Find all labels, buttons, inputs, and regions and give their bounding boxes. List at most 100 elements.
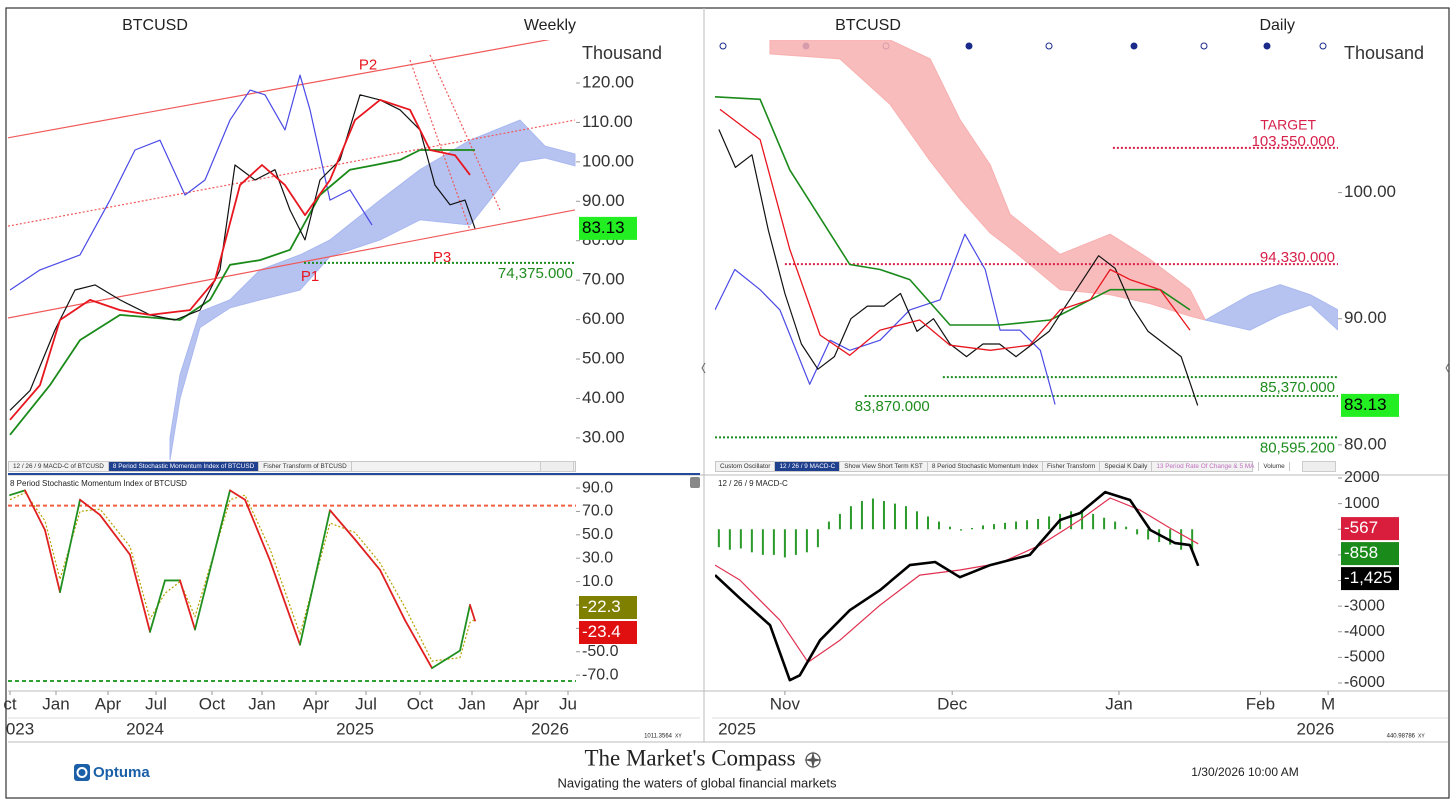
y-tick-label: 2000 [1344, 469, 1380, 486]
histogram-bar [728, 529, 731, 550]
histogram-bar [838, 513, 841, 530]
x-tick-label: Apr [513, 694, 540, 713]
xy-label: XY [1418, 733, 1425, 739]
line-segment [179, 579, 196, 631]
line-segment [269, 559, 301, 646]
x-tick-label: M [1321, 694, 1335, 713]
histogram-bar [1037, 518, 1040, 530]
y-tick-label: 110.00 [582, 112, 633, 131]
series-line [715, 96, 1191, 326]
histogram-bar [739, 529, 742, 549]
histogram-bar [1114, 521, 1117, 530]
tab[interactable]: Special K Daily [1100, 462, 1153, 471]
lock-icon[interactable] [690, 477, 700, 488]
y-tick-label: -3000 [1344, 597, 1385, 614]
y-tick-label: -4000 [1344, 623, 1385, 640]
histogram-bar [772, 529, 775, 555]
y-tick-label: 90.0 [582, 479, 613, 496]
y-tick-label: 120.00 [582, 72, 634, 91]
tab-nav[interactable] [1302, 461, 1336, 472]
x-tick-label: Jul [355, 694, 377, 713]
level-label: 83,870.000 [855, 398, 930, 415]
histogram-bar [971, 527, 974, 530]
series-line [719, 108, 1191, 356]
histogram-bar [860, 501, 863, 530]
trend-line [8, 119, 576, 227]
line-segment [59, 498, 81, 594]
corner-value: 440.98786 [1387, 734, 1416, 740]
last-value-box [1341, 542, 1399, 566]
plot-area [715, 40, 1338, 439]
level-label: 80,595.200 [1260, 439, 1335, 456]
dot [1200, 42, 1208, 50]
series-line [715, 490, 1200, 682]
tab[interactable]: 8 Period Stochastic Momentum Index [928, 462, 1044, 471]
panel-title: 12 / 26 / 9 MACD-C [718, 479, 788, 488]
footer-tagline: Navigating the waters of global financia… [558, 775, 837, 790]
tab[interactable]: 8 Period Stochastic Momentum Index of BT… [108, 462, 260, 471]
last-value-box [579, 621, 637, 645]
y-tick-label: -6000 [1344, 674, 1385, 691]
tab[interactable]: Custom Oscillator [716, 462, 776, 471]
x-tick-label: Feb [1246, 694, 1275, 713]
histogram-bar [1136, 529, 1139, 535]
tab[interactable]: Show View Short Term KST [840, 462, 928, 471]
series-line [718, 129, 1199, 406]
tab[interactable]: Fisher Transform [1043, 462, 1101, 471]
year-label: 2024 [126, 719, 164, 738]
y-tick-label: 70.0 [582, 503, 613, 520]
histogram-bar [794, 529, 797, 555]
tab[interactable]: 12 / 26 / 9 MACD-C of BTCUSD [9, 462, 109, 471]
line-segment [459, 604, 471, 652]
optuma-logo [74, 764, 90, 781]
line-segment [431, 649, 461, 670]
histogram-bar [960, 529, 963, 531]
line-segment [354, 538, 381, 571]
histogram-bar [750, 529, 753, 553]
tab-nav[interactable] [540, 461, 574, 472]
histogram-bar [1180, 529, 1183, 550]
line-segment [44, 529, 61, 594]
y-tick-label: 50.0 [582, 526, 613, 543]
last-value-label: -1,425 [1344, 568, 1392, 587]
y-tick-label: 70.00 [582, 270, 625, 289]
histogram-bar [761, 529, 764, 555]
series-line [715, 233, 1056, 405]
last-value-label: -858 [1344, 543, 1378, 562]
last-value-label: 83.13 [582, 218, 625, 237]
y-tick-label: -5000 [1344, 649, 1385, 666]
histogram-bar [783, 529, 786, 558]
panel-subtitle: Weekly [524, 17, 576, 34]
level-label: 74,375.000 [498, 265, 573, 282]
last-value-box [579, 216, 637, 240]
histogram-bar [1081, 510, 1084, 530]
panel-title: 8 Period Stochastic Momentum Index of BT… [10, 479, 187, 488]
tab[interactable]: Volume [1259, 462, 1290, 471]
y-tick-label: 40.00 [582, 388, 625, 407]
histogram-bar [937, 521, 940, 530]
histogram-bar [1015, 521, 1018, 530]
x-tick-label: Jan [1105, 694, 1132, 713]
tab[interactable]: 13 Period Rate Of Change & 5 MA [1152, 462, 1260, 471]
level-label: 94,330.000 [1260, 249, 1335, 266]
brand: Optuma [93, 764, 150, 781]
point-annotation: P3 [433, 249, 451, 266]
year-label: 2025 [718, 719, 756, 738]
panel-subtitle: Daily [1259, 17, 1295, 34]
histogram-bar [915, 511, 918, 530]
line-segment [379, 569, 406, 622]
y-tick-label: 30.00 [582, 427, 625, 446]
histogram-bar [904, 506, 907, 530]
tab[interactable]: Fisher Transform of BTCUSD [259, 462, 352, 471]
x-tick-label: Nov [770, 694, 801, 713]
side-arrow[interactable] [701, 362, 1450, 374]
line-segment [244, 498, 271, 562]
histogram-bar [1070, 511, 1073, 530]
point-annotation: P1 [301, 268, 319, 285]
level-label: 103,550.000 [1252, 133, 1335, 150]
panel-title: BTCUSD [835, 17, 901, 34]
tab[interactable]: 12 / 26 / 9 MACD-C [775, 462, 841, 471]
cloud-band [1204, 284, 1338, 331]
